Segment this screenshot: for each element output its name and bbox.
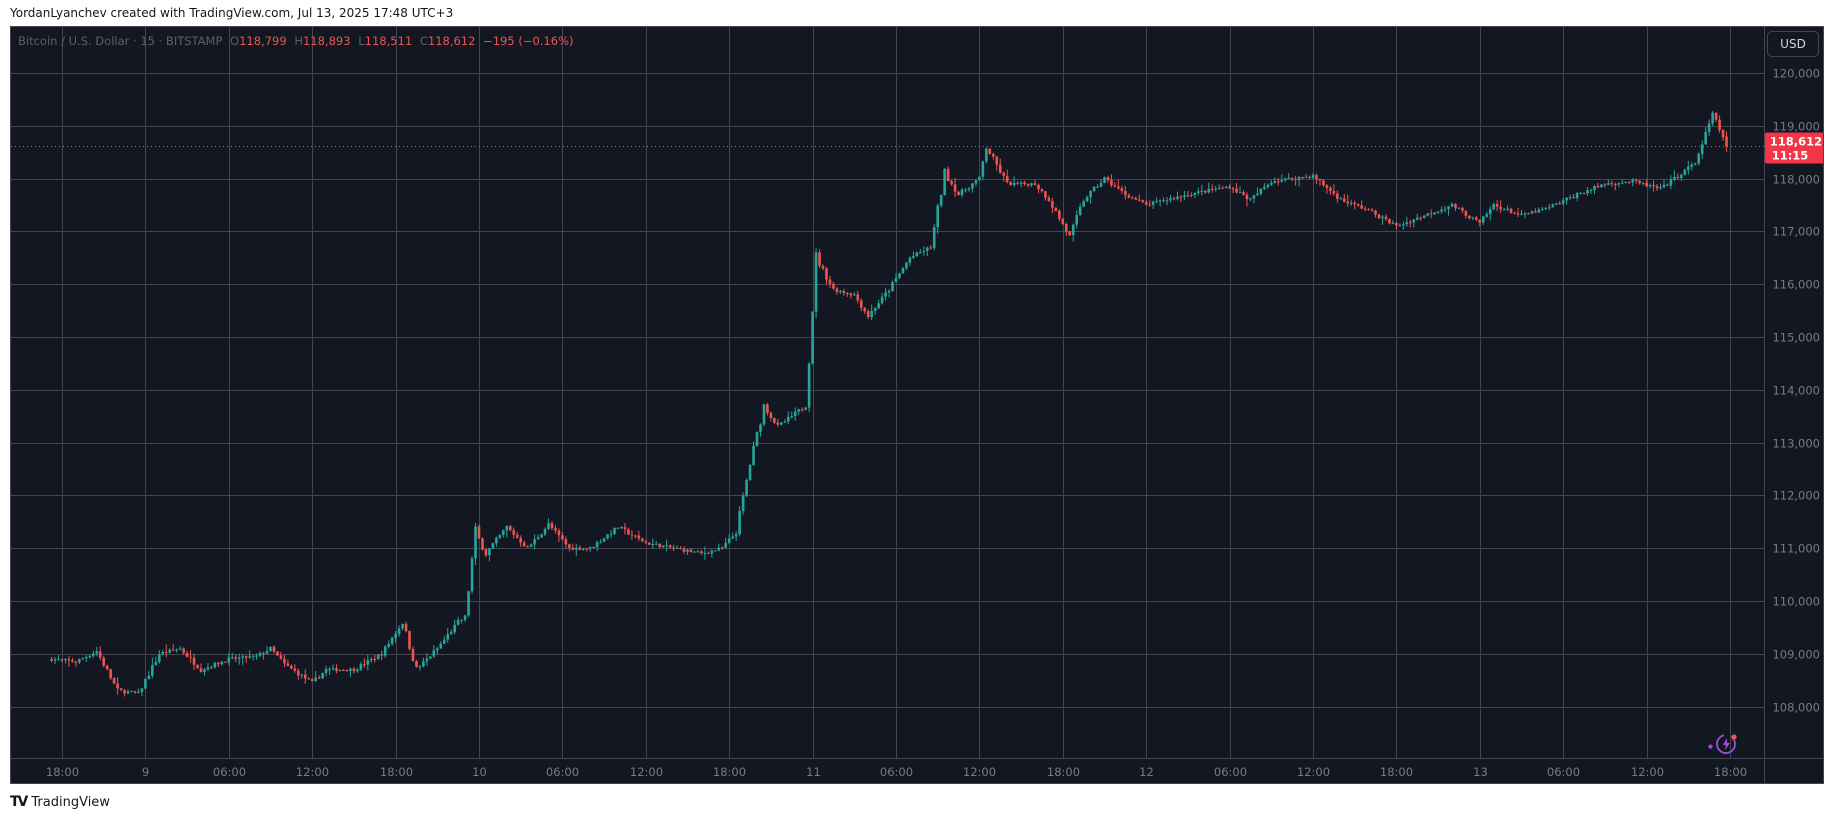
price-tick-label: 119,000: [1772, 120, 1820, 134]
tradingview-logo-icon: TV: [10, 794, 28, 810]
price-tick-label: 114,000: [1772, 384, 1820, 398]
price-tick-label: 111,000: [1772, 542, 1820, 556]
close-value: 118,612: [427, 34, 476, 48]
symbol-title[interactable]: Bitcoin / U.S. Dollar · 15 · BITSTAMP: [18, 34, 223, 48]
price-tick-label: 120,000: [1772, 67, 1820, 81]
time-tick-label: 12:00: [296, 765, 329, 779]
open-value: 118,799: [239, 34, 287, 48]
high-label: H: [294, 34, 303, 48]
last-price-value: 118,612: [1770, 135, 1822, 149]
time-tick-label: 18:00: [1714, 765, 1747, 779]
price-tick-label: 118,000: [1772, 173, 1820, 187]
time-tick-label: 06:00: [1214, 765, 1247, 779]
price-tick-label: 113,000: [1772, 437, 1820, 451]
time-tick-label: 9: [142, 765, 149, 779]
open-label: O: [230, 34, 240, 48]
lightning-assistant-icon[interactable]: [1707, 734, 1737, 754]
time-tick-label: 12:00: [1297, 765, 1330, 779]
time-tick-label: 18:00: [713, 765, 746, 779]
time-tick-label: 18:00: [1047, 765, 1080, 779]
time-tick-label: 06:00: [1547, 765, 1580, 779]
price-tick-label: 116,000: [1772, 278, 1820, 292]
time-tick-label: 11: [806, 765, 821, 779]
brand-name: TradingView: [31, 794, 110, 810]
last-price-badge: [1765, 132, 1823, 164]
close-label: C: [419, 34, 428, 48]
bar-countdown: 11:15: [1772, 149, 1809, 163]
change-value: −195 (−0.16%): [483, 34, 574, 48]
chart-frame[interactable]: 120,000 119,000 118,000 117,000 116,000 115,0…: [10, 26, 1824, 784]
chart-credit: YordanLyanchev created with TradingView.…: [10, 6, 454, 20]
price-tick-label: 109,000: [1772, 648, 1820, 662]
low-value: 118,511: [364, 34, 413, 48]
time-tick-label: 18:00: [1380, 765, 1413, 779]
time-tick-label: 06:00: [546, 765, 579, 779]
time-tick-label: 12:00: [963, 765, 996, 779]
low-label: L: [358, 34, 365, 48]
time-tick-label: 12:00: [1631, 765, 1664, 779]
time-tick-label: 06:00: [880, 765, 913, 779]
time-tick-label: 12: [1139, 765, 1154, 779]
price-tick-label: 115,000: [1772, 331, 1820, 345]
price-tick-label: 110,000: [1772, 595, 1820, 609]
price-tick-label: 117,000: [1772, 225, 1820, 239]
time-tick-label: 18:00: [46, 765, 79, 779]
candles: [50, 110, 1728, 697]
price-tick-label: 108,000: [1772, 701, 1820, 715]
time-tick-label: 10: [472, 765, 487, 779]
currency-button[interactable]: USD: [1767, 31, 1819, 57]
time-tick-label: 12:00: [630, 765, 663, 779]
candlestick-chart[interactable]: 120,000 119,000 118,000 117,000 116,000 115,0…: [11, 27, 1824, 784]
ohlc-legend: Bitcoin / U.S. Dollar · 15 · BITSTAMP O1…: [18, 34, 573, 48]
footer-branding: TV TradingView: [10, 794, 110, 810]
high-value: 118,893: [302, 34, 351, 48]
time-tick-label: 13: [1473, 765, 1488, 779]
time-tick-label: 18:00: [380, 765, 413, 779]
time-tick-label: 06:00: [213, 765, 246, 779]
price-tick-label: 112,000: [1772, 489, 1820, 503]
